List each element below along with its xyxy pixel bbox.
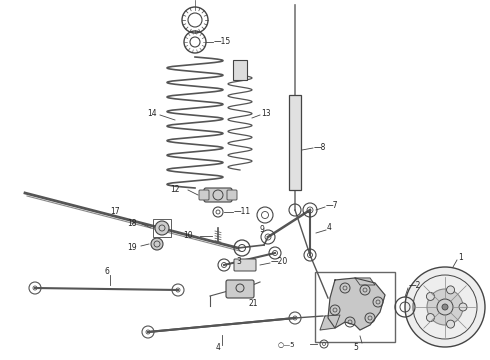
Text: —20: —20: [271, 257, 288, 266]
Circle shape: [446, 286, 455, 294]
Polygon shape: [328, 278, 385, 330]
Text: 21: 21: [248, 300, 258, 309]
Circle shape: [405, 267, 485, 347]
Text: 18: 18: [127, 219, 137, 228]
Text: 5: 5: [354, 342, 359, 351]
Bar: [315, 272, 395, 342]
Circle shape: [151, 238, 163, 250]
Text: 9: 9: [260, 225, 265, 234]
Circle shape: [155, 221, 169, 235]
Circle shape: [442, 304, 448, 310]
Text: 1: 1: [458, 253, 463, 262]
FancyBboxPatch shape: [227, 190, 237, 200]
Text: 19: 19: [127, 243, 137, 252]
Polygon shape: [355, 278, 375, 285]
Circle shape: [427, 289, 463, 325]
Text: —2: —2: [409, 280, 421, 289]
Text: 14: 14: [147, 108, 157, 117]
Circle shape: [459, 303, 467, 311]
Text: 3: 3: [237, 257, 242, 266]
Circle shape: [426, 292, 435, 300]
FancyBboxPatch shape: [234, 259, 256, 271]
Text: 4: 4: [327, 224, 332, 233]
Text: 6: 6: [104, 267, 109, 276]
Bar: [289, 95, 301, 190]
Text: —7: —7: [326, 202, 339, 211]
Text: 13: 13: [261, 108, 270, 117]
Circle shape: [426, 314, 435, 321]
Text: 17: 17: [110, 207, 120, 216]
Text: —15: —15: [214, 37, 231, 46]
FancyBboxPatch shape: [226, 280, 254, 298]
Text: 4: 4: [216, 343, 220, 352]
FancyBboxPatch shape: [204, 188, 232, 202]
Bar: [153, 219, 171, 237]
Text: —8: —8: [314, 144, 326, 153]
Bar: [233, 60, 247, 80]
FancyBboxPatch shape: [199, 190, 209, 200]
Text: 12: 12: [170, 185, 179, 194]
Text: ○—5: ○—5: [277, 341, 295, 347]
Circle shape: [446, 320, 455, 328]
Text: —11: —11: [234, 207, 251, 216]
Text: 10: 10: [183, 231, 193, 240]
Polygon shape: [320, 315, 340, 330]
Text: 16: 16: [187, 0, 197, 1]
